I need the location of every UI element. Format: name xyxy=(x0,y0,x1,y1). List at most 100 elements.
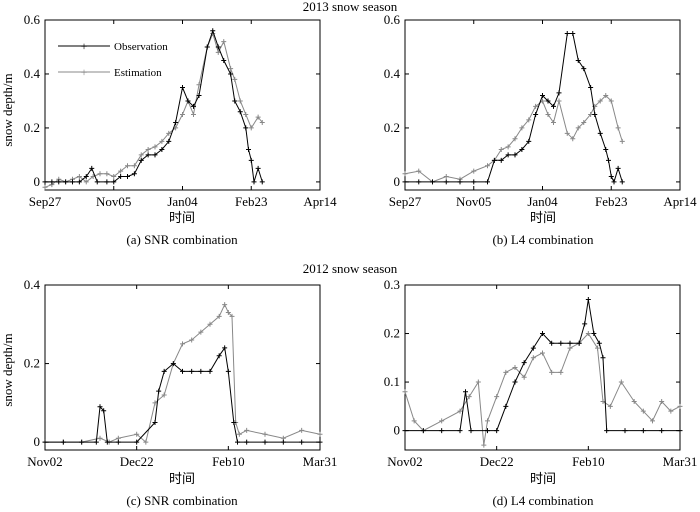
data-point-observation xyxy=(519,147,525,153)
data-point-estimation xyxy=(619,138,625,144)
data-point-observation xyxy=(60,439,66,445)
data-point-observation xyxy=(619,179,625,185)
data-point-estimation xyxy=(159,138,165,144)
y-tick-label: 0 xyxy=(34,434,41,449)
data-point-estimation xyxy=(248,125,254,131)
y-tick-label: 0.4 xyxy=(24,277,41,292)
x-tick-label: Feb10 xyxy=(212,454,245,469)
data-point-estimation xyxy=(299,427,305,433)
data-point-estimation xyxy=(416,168,422,174)
data-point-observation xyxy=(503,403,509,409)
data-point-estimation xyxy=(262,431,268,437)
data-point-estimation xyxy=(481,442,487,448)
panel-a: snow depth/m 0 0.2 0.4 0.6 Sep27 Nov05 Jan04 Fe… xyxy=(0,12,337,247)
data-point-observation xyxy=(63,179,69,185)
data-point-observation xyxy=(420,428,426,434)
x-tick-label: Sep27 xyxy=(389,194,422,209)
data-point-observation xyxy=(152,152,158,158)
data-point-estimation xyxy=(533,103,539,109)
data-point-observation xyxy=(597,130,603,136)
data-point-observation xyxy=(588,84,594,90)
data-point-estimation xyxy=(575,125,581,131)
data-point-observation xyxy=(161,368,167,374)
data-point-observation xyxy=(251,179,257,185)
data-point-observation xyxy=(575,57,581,63)
y-tick-label: 0.1 xyxy=(384,374,400,389)
plot-frame xyxy=(404,19,681,191)
data-point-estimation xyxy=(145,147,151,153)
data-point-observation xyxy=(592,111,598,117)
data-point-observation xyxy=(159,147,165,153)
data-point-estimation xyxy=(558,369,564,375)
data-point-observation xyxy=(512,152,518,158)
data-point-estimation xyxy=(42,184,48,190)
x-tick-label: Sep27 xyxy=(29,194,62,209)
data-point-observation xyxy=(430,179,435,185)
plot-frame xyxy=(404,284,681,451)
data-point-observation xyxy=(402,179,408,185)
data-point-estimation xyxy=(457,408,463,414)
data-point-estimation xyxy=(125,163,130,169)
data-point-estimation xyxy=(608,98,614,104)
x-tick-label: Feb10 xyxy=(572,454,605,469)
data-point-observation xyxy=(189,368,195,374)
panel-b: 0 0.2 0.4 0.6 Sep27 Nov05 Jan04 Feb23 Apr14 时间 (… xyxy=(384,12,697,247)
data-point-observation xyxy=(600,355,606,361)
legend-box xyxy=(52,30,182,86)
data-point-estimation xyxy=(191,111,196,117)
data-point-estimation xyxy=(222,302,228,308)
data-point-estimation xyxy=(180,111,185,117)
data-point-observation xyxy=(125,174,130,180)
data-point-observation xyxy=(111,179,117,185)
data-point-observation xyxy=(93,439,99,445)
data-point-estimation xyxy=(229,313,235,319)
data-point-observation xyxy=(104,439,110,445)
x-tick-label: Mar31 xyxy=(663,454,698,469)
data-point-estimation xyxy=(521,374,527,380)
data-point-observation xyxy=(498,157,504,163)
data-point-observation xyxy=(145,152,151,158)
series-line-observation xyxy=(405,299,680,432)
x-tick-label: Dec22 xyxy=(480,454,514,469)
series-line-estimation xyxy=(45,303,321,444)
data-point-observation xyxy=(582,321,588,327)
data-point-observation xyxy=(585,297,591,303)
data-point-observation xyxy=(170,361,176,367)
data-point-estimation xyxy=(198,329,204,335)
data-point-estimation xyxy=(549,369,555,375)
x-tick-label: Nov02 xyxy=(387,454,422,469)
panel-d: 0 0.1 0.2 0.3 Nov02 Dec22 Feb10 Mar31 时间 (d) L4… xyxy=(384,277,698,508)
data-point-observation xyxy=(191,103,196,109)
plot-frame xyxy=(44,284,321,451)
data-point-estimation xyxy=(118,168,124,174)
caption-b: (b) L4 combination xyxy=(492,232,594,247)
caption-c: (c) SNR combination xyxy=(126,493,238,508)
data-point-estimation xyxy=(225,310,231,315)
data-point-estimation xyxy=(600,398,606,404)
x-tick-label: Apr14 xyxy=(303,194,337,209)
data-point-observation xyxy=(235,439,240,445)
data-point-estimation xyxy=(232,76,238,82)
data-point-observation xyxy=(248,157,254,163)
xlabel-c: 时间 xyxy=(169,471,195,486)
caption-d: (d) L4 combination xyxy=(492,493,594,508)
data-point-observation xyxy=(545,98,551,104)
data-point-estimation xyxy=(564,130,570,136)
plot-b: 0 0.2 0.4 0.6 Sep27 Nov05 Jan04 Feb23 Apr14 xyxy=(384,12,697,209)
y-tick-label: 0.2 xyxy=(24,356,40,371)
data-point-observation xyxy=(494,428,500,434)
data-point-estimation xyxy=(519,125,525,131)
x-tick-label: Dec22 xyxy=(120,454,154,469)
data-point-observation xyxy=(180,84,185,90)
x-tick-label: Nov02 xyxy=(27,454,62,469)
data-point-estimation xyxy=(402,389,408,395)
data-point-observation xyxy=(118,174,124,180)
data-point-observation xyxy=(215,44,221,50)
data-point-observation xyxy=(540,331,545,337)
data-point-observation xyxy=(521,360,527,366)
data-point-observation xyxy=(570,30,576,36)
data-point-estimation xyxy=(138,152,144,158)
data-point-observation xyxy=(83,174,89,180)
data-point-estimation xyxy=(411,418,417,424)
data-point-observation xyxy=(530,345,536,351)
